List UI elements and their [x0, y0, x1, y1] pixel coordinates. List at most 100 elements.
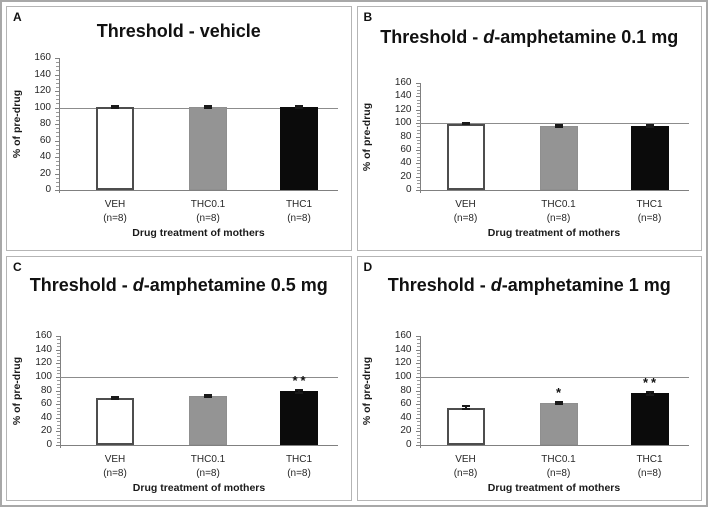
y-minor-tick: [56, 82, 59, 84]
y-minor-tick: [57, 410, 60, 412]
y-tick-label: 160: [35, 330, 52, 341]
figure-grid: A Threshold - vehicle% of pre-drug 0 20 40 60…: [6, 6, 702, 501]
y-minor-tick: [416, 129, 420, 131]
error-bar-cap: [461, 122, 470, 125]
y-tick-mark: [55, 173, 60, 175]
y-minor-tick: [56, 177, 59, 179]
y-tick-label: 120: [394, 357, 412, 369]
bar-thc1: [280, 391, 318, 445]
y-minor-tick: [416, 441, 420, 443]
y-minor-tick: [57, 397, 60, 399]
significance-marker: *: [555, 384, 565, 400]
y-minor-tick: [416, 421, 420, 423]
x-category-name: THC0.1: [190, 454, 226, 465]
y-minor-tick: [416, 153, 420, 155]
y-minor-tick: [416, 400, 420, 402]
y-tick-label: 0: [405, 184, 412, 195]
chart-title-suffix: -amphetamine 1 mg: [501, 275, 671, 295]
y-tick-label: 120: [35, 357, 52, 369]
y-minor-tick: [416, 183, 420, 185]
y-minor-tick: [416, 173, 420, 175]
y-minor-tick: [57, 356, 60, 358]
error-bar-cap: [111, 104, 119, 107]
x-category-name: VEH: [455, 454, 476, 465]
y-tick-mark: [55, 124, 60, 125]
x-category-sublabel: (n=8): [287, 213, 311, 224]
y-tick-mark: [415, 136, 421, 138]
y-minor-tick: [57, 421, 60, 423]
y-minor-tick: [56, 78, 59, 80]
chart-title-prefix: Threshold -: [29, 275, 133, 295]
y-tick-label: 80: [40, 384, 52, 396]
error-bar-stem: [648, 391, 651, 395]
error-bar-stem: [557, 125, 560, 128]
y-tick-label: 80: [39, 118, 51, 129]
x-category-label: THC1 (n=8): [605, 198, 695, 226]
x-category-label: THC0.1 (n=8): [514, 198, 604, 226]
y-minor-tick: [416, 366, 420, 368]
y-minor-tick: [57, 387, 60, 389]
panel-label: A: [13, 10, 22, 24]
error-bar-cap: [295, 391, 303, 394]
y-minor-tick: [416, 424, 420, 426]
y-minor-tick: [56, 99, 59, 101]
y-axis-line: [419, 83, 421, 193]
y-minor-tick: [416, 139, 420, 141]
y-minor-tick: [57, 414, 60, 416]
y-axis-line: [59, 58, 60, 193]
y-minor-tick: [416, 93, 420, 95]
y-tick-mark: [55, 140, 60, 142]
y-minor-tick: [57, 380, 60, 382]
y-minor-tick: [416, 359, 420, 361]
y-minor-tick: [416, 89, 420, 91]
bar-thc0-1: [189, 106, 227, 190]
y-tick-label: 100: [394, 370, 412, 382]
error-bar-stem: [298, 389, 300, 393]
y-tick-label: 20: [400, 170, 412, 182]
y-tick-mark: [415, 83, 421, 84]
y-minor-tick: [416, 86, 420, 88]
y-minor-tick: [416, 414, 420, 416]
y-tick-mark: [415, 363, 421, 365]
y-tick-label: 0: [45, 184, 51, 195]
y-minor-tick: [56, 144, 59, 146]
y-minor-tick: [416, 116, 420, 118]
y-tick-label: 60: [400, 143, 412, 155]
y-minor-tick: [56, 119, 59, 121]
bar-thc0-1: [539, 126, 578, 190]
x-category-sublabel: (n=8): [637, 213, 662, 224]
y-minor-tick: [56, 70, 59, 72]
y-tick-mark: [56, 417, 61, 419]
chart-title-suffix: -amphetamine 0.5 mg: [143, 275, 328, 295]
y-tick-mark: [55, 91, 60, 92]
error-bar-cap: [111, 106, 119, 109]
chart-title-italic: d: [483, 27, 495, 47]
y-minor-tick: [56, 169, 59, 171]
y-minor-tick: [416, 434, 420, 436]
y-minor-tick: [416, 370, 420, 372]
y-tick-mark: [415, 417, 421, 419]
y-tick-mark: [56, 390, 61, 392]
y-tick-label: 140: [35, 343, 52, 355]
error-bar-cap: [295, 104, 303, 107]
y-minor-tick: [57, 342, 60, 344]
panel-d: D Threshold - d-amphetamine 1 mg% of pre-…: [356, 256, 702, 501]
y-minor-tick: [57, 400, 60, 402]
y-axis-title: % of pre-drug: [9, 336, 25, 445]
y-minor-tick: [56, 181, 59, 183]
chart-title-italic: d: [132, 275, 144, 295]
y-minor-tick: [416, 356, 420, 358]
x-category-name: VEH: [104, 454, 126, 465]
y-minor-tick: [57, 424, 60, 426]
y-tick-label: 100: [34, 101, 51, 113]
bar-veh: [446, 407, 485, 445]
y-minor-tick: [56, 165, 59, 167]
y-tick-mark: [55, 157, 60, 158]
y-tick-label: 100: [394, 117, 412, 129]
y-minor-tick: [57, 434, 60, 436]
y-tick-label: 80: [400, 384, 412, 396]
y-tick-label: 160: [394, 330, 412, 341]
y-minor-tick: [416, 380, 420, 382]
y-tick-mark: [56, 363, 61, 365]
error-bar-cap: [111, 395, 119, 398]
